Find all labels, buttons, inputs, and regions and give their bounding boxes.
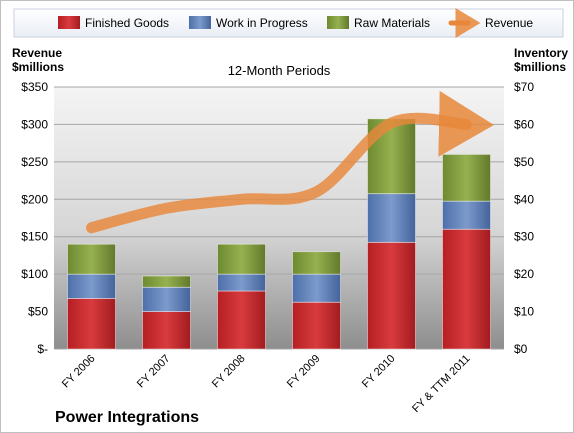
chart-subtitle: 12-Month Periods: [228, 63, 331, 78]
right-tick-label: $50: [514, 155, 534, 169]
right-tick-label: $40: [514, 192, 534, 206]
legend-swatch-finished-goods: [58, 16, 80, 29]
bar-raw-materials: [142, 275, 191, 288]
revenue-point: [241, 199, 242, 200]
revenue-point: [391, 122, 392, 123]
bar-finished-goods: [67, 298, 116, 350]
bar-finished-goods: [292, 301, 341, 350]
chart-title: Power Integrations: [55, 409, 199, 426]
right-tick-label: $30: [514, 230, 534, 244]
left-axis-title-line-1: Revenue: [12, 46, 62, 60]
revenue-point: [316, 191, 317, 192]
revenue-point: [466, 124, 467, 125]
bar-work-in-progress: [367, 193, 416, 243]
left-tick-label: $50: [28, 305, 48, 319]
bar-finished-goods: [217, 290, 266, 350]
revenue-point: [91, 227, 92, 228]
bar-raw-materials: [292, 251, 341, 275]
right-axis-title-line-1: Inventory: [514, 46, 568, 60]
legend-label-finished-goods: Finished Goods: [85, 16, 169, 30]
bar-work-in-progress: [217, 273, 266, 292]
bar-raw-materials: [67, 243, 116, 275]
bar-raw-materials: [217, 243, 266, 275]
legend-item-finished-goods: Finished Goods: [58, 16, 169, 30]
right-tick-label: $10: [514, 305, 534, 319]
left-tick-label: $200: [21, 192, 48, 206]
left-tick-label: $150: [21, 230, 48, 244]
legend-swatch-raw-materials: [327, 16, 349, 29]
bar-raw-materials: [442, 153, 491, 202]
left-tick-label: $300: [21, 117, 48, 131]
left-axis-title-line-2: $millions: [12, 60, 64, 74]
right-tick-label: $0: [514, 342, 528, 356]
legend-item-raw-materials: Raw Materials: [327, 16, 430, 30]
right-axis-title-line-2: $millions: [514, 60, 566, 74]
legend-item-work-in-progress: Work in Progress: [189, 16, 308, 30]
legend: Finished Goods Work in Progress Raw Mate…: [13, 8, 564, 38]
left-tick-label: $250: [21, 155, 48, 169]
bar-finished-goods: [442, 228, 491, 350]
right-tick-label: $70: [514, 80, 534, 94]
legend-label-raw-materials: Raw Materials: [354, 16, 430, 30]
left-tick-label: $-: [37, 342, 48, 356]
grid-lines: [54, 86, 504, 350]
legend-swatch-work-in-progress: [189, 16, 211, 29]
revenue-line-group: [86, 90, 494, 234]
bar-finished-goods: [142, 311, 191, 350]
bar-finished-goods: [367, 241, 416, 350]
legend-label-revenue: Revenue: [485, 16, 533, 30]
left-tick-labels: $- $50 $100 $150 $200 $250 $300 $350: [21, 80, 48, 356]
revenue-point: [166, 208, 167, 209]
bars: [67, 118, 491, 350]
bar-work-in-progress: [142, 286, 191, 312]
left-tick-label: $100: [21, 267, 48, 281]
left-tick-label: $350: [21, 80, 48, 94]
right-tick-labels: $0 $10 $20 $30 $40 $50 $60 $70: [514, 80, 534, 356]
revenue-line: [86, 90, 494, 234]
right-tick-label: $20: [514, 267, 534, 281]
right-tick-label: $60: [514, 117, 534, 131]
bar-work-in-progress: [442, 200, 491, 230]
legend-label-work-in-progress: Work in Progress: [216, 16, 308, 30]
bar-work-in-progress: [67, 273, 116, 299]
bar-work-in-progress: [292, 273, 341, 303]
legend-item-revenue: Revenue: [448, 8, 533, 38]
